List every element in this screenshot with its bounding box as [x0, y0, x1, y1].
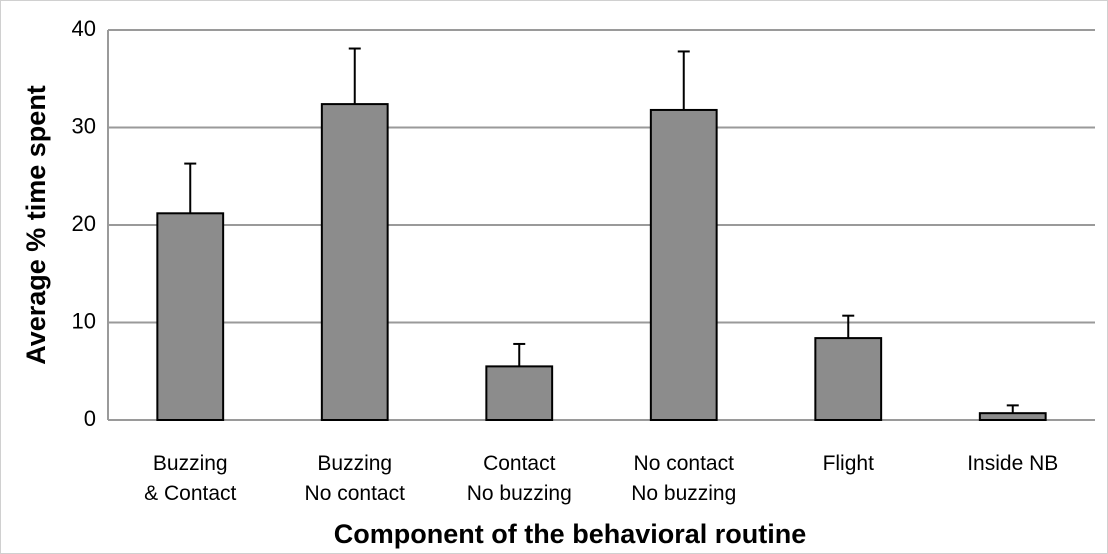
x-tick-label: Inside NB	[967, 452, 1058, 475]
bar	[320, 103, 389, 421]
y-tick-label: 30	[72, 113, 96, 138]
y-tick-label: 40	[72, 16, 96, 41]
x-tick-label: Flight	[823, 452, 875, 475]
bar	[485, 365, 554, 421]
bar	[649, 108, 718, 421]
y-axis-title: Average % time spent	[21, 85, 51, 365]
bar	[978, 412, 1047, 421]
x-tick-label: No contact No buzzing	[631, 452, 736, 505]
bar	[156, 212, 225, 421]
y-tick-label: 20	[72, 211, 96, 236]
y-tick-label: 10	[72, 308, 96, 333]
x-axis-title: Component of the behavioral routine	[334, 519, 807, 549]
bar	[814, 337, 883, 422]
y-tick-label: 0	[84, 406, 96, 431]
x-tick-label: Buzzing & Contact	[144, 452, 236, 505]
x-tick-label: Buzzing No contact	[305, 452, 406, 505]
x-tick-label: Contact No buzzing	[467, 452, 572, 505]
